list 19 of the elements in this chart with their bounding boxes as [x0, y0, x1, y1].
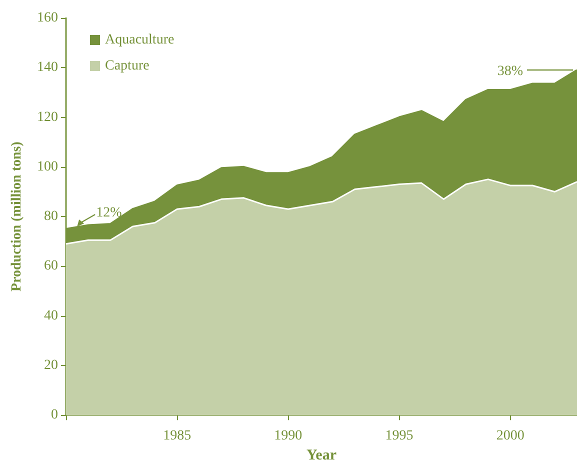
y-tick-label: 160: [37, 10, 58, 26]
legend-label: Aquaculture: [105, 32, 174, 48]
legend-label: Capture: [105, 58, 150, 74]
y-tick-label: 100: [37, 159, 58, 174]
x-axis-title: Year: [306, 448, 337, 464]
y-tick-label: 60: [44, 258, 58, 274]
x-tick-label: 1985: [163, 428, 192, 444]
y-tick-label: 120: [37, 110, 58, 125]
y-tick-label: 0: [51, 408, 58, 423]
x-tick-label: 1995: [385, 428, 414, 444]
y-tick-label: 20: [44, 358, 58, 373]
annotation: 12%: [96, 205, 122, 220]
y-tick-label: 140: [37, 60, 58, 76]
x-tick-label: 1990: [274, 428, 302, 444]
y-axis-title: Production (million tons): [10, 141, 24, 292]
x-tick-label: 2000: [496, 428, 524, 444]
y-tick-label: 40: [44, 308, 58, 324]
y-tick-label: 80: [44, 209, 58, 224]
annotation: 38%: [497, 64, 524, 79]
